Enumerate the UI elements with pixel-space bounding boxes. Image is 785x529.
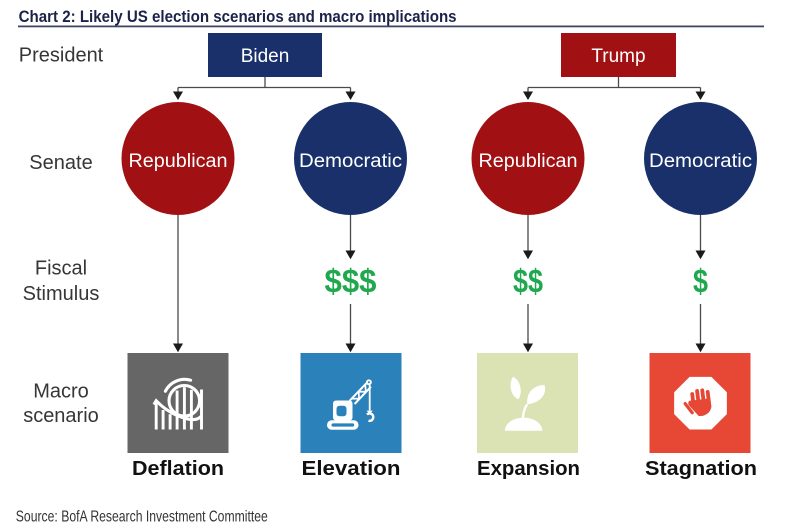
svg-text:$: $ bbox=[693, 262, 708, 299]
svg-text:Republican: Republican bbox=[479, 151, 578, 172]
svg-text:Macro: Macro bbox=[33, 381, 89, 403]
svg-text:Stimulus: Stimulus bbox=[23, 283, 100, 305]
svg-text:Chart 2: Likely US election sc: Chart 2: Likely US election scenarios an… bbox=[19, 7, 457, 26]
svg-text:Elevation: Elevation bbox=[302, 458, 401, 480]
svg-text:Fiscal: Fiscal bbox=[35, 258, 87, 280]
svg-text:Republican: Republican bbox=[129, 151, 228, 172]
svg-text:President: President bbox=[19, 45, 104, 67]
svg-text:$$: $$ bbox=[513, 262, 543, 299]
svg-text:Senate: Senate bbox=[29, 152, 92, 174]
svg-text:Democratic: Democratic bbox=[649, 151, 752, 172]
svg-text:Deflation: Deflation bbox=[132, 458, 224, 480]
svg-text:Stagnation: Stagnation bbox=[645, 458, 757, 480]
svg-text:Democratic: Democratic bbox=[299, 151, 402, 172]
svg-text:$$$: $$$ bbox=[325, 262, 377, 299]
svg-text:Source: BofA Research Investme: Source: BofA Research Investment Committ… bbox=[16, 509, 268, 526]
svg-text:Expansion: Expansion bbox=[477, 458, 580, 480]
svg-text:scenario: scenario bbox=[23, 405, 99, 427]
svg-text:Biden: Biden bbox=[241, 46, 290, 67]
svg-text:Trump: Trump bbox=[591, 46, 645, 67]
